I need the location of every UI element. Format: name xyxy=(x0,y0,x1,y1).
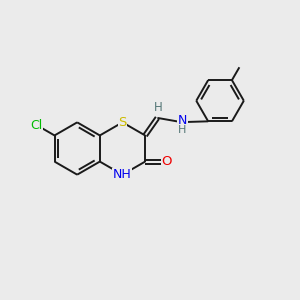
Text: N: N xyxy=(178,114,187,127)
Text: S: S xyxy=(118,116,127,129)
Text: H: H xyxy=(154,101,162,114)
Text: H: H xyxy=(178,125,187,136)
Text: NH: NH xyxy=(113,168,132,181)
Text: Cl: Cl xyxy=(30,118,43,131)
Text: O: O xyxy=(161,155,172,168)
